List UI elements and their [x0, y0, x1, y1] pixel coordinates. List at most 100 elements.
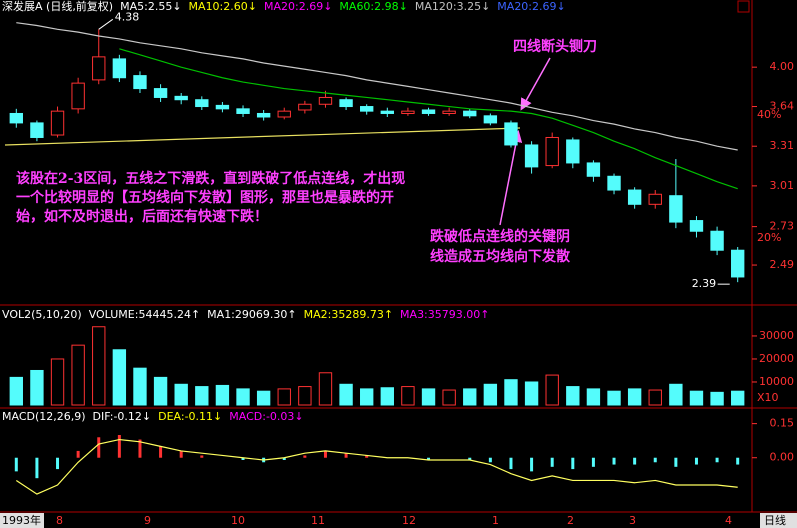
- indicator-line: [16, 22, 738, 151]
- volume-bar: [442, 389, 456, 406]
- candle-body: [442, 110, 456, 114]
- volume-bar: [195, 386, 209, 406]
- candle-body: [731, 249, 745, 278]
- legend-entry: MA120:3.25↓: [414, 0, 491, 13]
- time-label: 11: [311, 514, 325, 527]
- time-label: 1: [492, 514, 499, 527]
- time-box: [0, 513, 44, 528]
- volume-bar: [504, 379, 518, 406]
- volume-header: VOL2(5,10,20) VOLUME:54445.24↑ MA1:29069.3…: [2, 308, 489, 322]
- volume-bar: [669, 383, 683, 406]
- volume-bar: [318, 372, 333, 406]
- volume-bar: [236, 388, 250, 406]
- candle-body: [215, 104, 230, 110]
- legend-entry: DIF:-0.12↓: [92, 410, 152, 423]
- time-label: 4: [725, 514, 732, 527]
- volume-bar: [421, 388, 436, 406]
- y-tick-label: 2.73: [770, 220, 795, 233]
- candle-body: [401, 110, 415, 114]
- time-label: 2: [567, 514, 574, 527]
- volume-bar: [401, 386, 415, 406]
- annotation: 始，如不及时退出，后面还有快速下跌！: [16, 208, 268, 225]
- candle-body: [710, 230, 724, 251]
- candle-body: [566, 139, 580, 164]
- volume-bar: [256, 390, 271, 406]
- volume-bar: [298, 386, 312, 406]
- candle-body: [195, 99, 209, 108]
- high-pointer: [98, 18, 114, 30]
- candle-body: [380, 110, 394, 114]
- candle-body: [318, 96, 333, 105]
- legend-entry: MACD:-0.03↓: [229, 410, 304, 423]
- volume-bar: [586, 388, 601, 406]
- time-label: 9: [144, 514, 151, 527]
- legend-entry: VOLUME:54445.24↑: [88, 308, 201, 321]
- window-box: [737, 0, 750, 13]
- volume-bar: [566, 386, 580, 406]
- candle-body: [360, 106, 374, 112]
- legend-entry: MA60:2.98↓: [339, 0, 408, 13]
- volume-bar: [483, 383, 498, 406]
- candle-body: [236, 108, 250, 114]
- candle-body: [421, 109, 436, 114]
- candle-body: [586, 162, 601, 177]
- volume-bar: [627, 388, 642, 406]
- candle-body: [545, 136, 559, 167]
- volume-bar: [215, 384, 230, 406]
- indicator-line: [119, 48, 738, 190]
- candle-body: [298, 103, 312, 111]
- low-label: 2.39: [692, 277, 717, 290]
- time-label: 12: [402, 514, 416, 527]
- candle-body: [30, 122, 44, 138]
- candle-body: [277, 110, 291, 118]
- y-tick-label: 0.15: [770, 417, 795, 430]
- candle-body: [504, 122, 518, 146]
- annotation: 一个比较明显的【五均线向下发散】图形，那里也是暴跌的开: [16, 189, 394, 206]
- candle-body: [50, 110, 65, 136]
- annotation: 该股在2-3区间，五线之下滑跌，直到跌破了低点连线，才出现: [16, 170, 405, 187]
- candle-body: [71, 82, 85, 110]
- legend-entry: MA5:2.55↓: [120, 0, 182, 13]
- time-label: 1993年: [2, 513, 41, 527]
- indicator-line: [15, 438, 738, 495]
- candle-body: [689, 220, 704, 232]
- annotation-arrow: [499, 130, 523, 226]
- volume-bar: [92, 326, 106, 406]
- high-label: 4.38: [115, 10, 140, 23]
- candle-body: [133, 75, 147, 90]
- candle-body: [607, 175, 621, 191]
- legend-entry: MACD(12,26,9): [2, 410, 86, 423]
- annotation: 跌破低点连线的关键阴: [430, 228, 570, 245]
- legend-entry: MA1:29069.30↑: [207, 308, 297, 321]
- y-tick-label: 3.64: [770, 100, 795, 113]
- percent-label: 40%: [757, 108, 781, 121]
- time-label: 8: [56, 514, 63, 527]
- candle-body: [339, 99, 353, 108]
- period-box: [760, 513, 797, 528]
- legend-entry: MA2:35289.73↑: [303, 308, 394, 321]
- candle-body: [463, 110, 477, 117]
- annotation: 四线断头铡刀: [513, 38, 597, 55]
- annotation-arrow: [520, 57, 551, 111]
- legend-entry: MA20:2.69↓: [497, 0, 566, 13]
- volume-bar: [607, 390, 621, 406]
- time-label: 3: [629, 514, 636, 527]
- volume-bar: [360, 388, 374, 406]
- volume-bar: [524, 381, 539, 406]
- period-label: 日线: [764, 513, 786, 527]
- volume-bar: [648, 389, 662, 406]
- volume-bar: [545, 374, 559, 406]
- candle-body: [627, 189, 642, 205]
- y-tick-label: 10000: [759, 375, 794, 388]
- candle-body: [153, 88, 168, 98]
- legend-entry: VOL2(5,10,20): [2, 308, 82, 321]
- volume-bar: [71, 344, 85, 406]
- volume-bar: [710, 391, 724, 406]
- volume-bar: [689, 390, 704, 406]
- volume-bar: [112, 349, 127, 406]
- y-tick-label: 3.01: [770, 179, 795, 192]
- legend-entry: 深发展A (日线,前复权): [2, 0, 114, 13]
- percent-label: 20%: [757, 231, 781, 244]
- legend-entry: DEA:-0.11↓: [158, 410, 223, 423]
- unit-label: X10: [757, 391, 779, 404]
